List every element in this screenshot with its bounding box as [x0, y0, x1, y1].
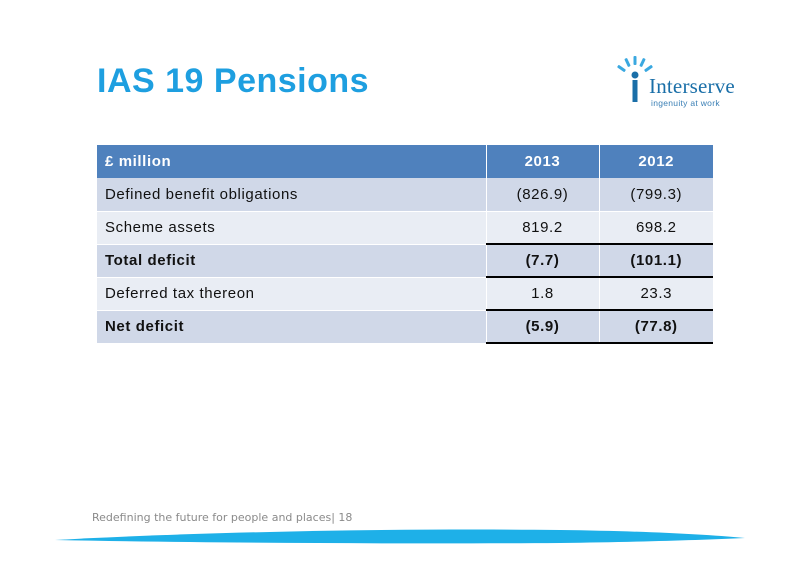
- pensions-table: £ million 2013 2012 Defined benefit obli…: [97, 145, 713, 344]
- value-2012: 698.2: [599, 211, 713, 245]
- row-label: Scheme assets: [97, 211, 487, 245]
- row-label: Total deficit: [97, 244, 487, 278]
- table-row: Defined benefit obligations (826.9) (799…: [97, 178, 713, 212]
- header-year-2012: 2012: [599, 145, 713, 178]
- value-2013: (7.7): [486, 243, 600, 278]
- table-row-total-deficit: Total deficit (7.7) (101.1): [97, 243, 713, 278]
- table-row: Deferred tax thereon 1.8 23.3: [97, 276, 713, 311]
- value-2013: 1.8: [486, 276, 600, 311]
- row-label: Deferred tax thereon: [97, 277, 487, 311]
- table-row-net-deficit: Net deficit (5.9) (77.8): [97, 309, 713, 344]
- footer-swoosh: [55, 529, 745, 544]
- header-year-2013: 2013: [486, 145, 600, 178]
- slide-title: IAS 19 Pensions: [97, 62, 370, 100]
- logo-name: Interserve: [649, 74, 735, 98]
- value-2013: 819.2: [486, 211, 600, 245]
- interserve-sun-figure-icon: [617, 56, 653, 102]
- company-logo: Interserve ingenuity at work: [615, 56, 735, 112]
- value-2012: (77.8): [599, 309, 713, 344]
- row-label: Net deficit: [97, 310, 487, 344]
- value-2012: (101.1): [599, 243, 713, 278]
- logo-tagline: ingenuity at work: [651, 98, 720, 108]
- row-label: Defined benefit obligations: [97, 178, 487, 212]
- table-row: Scheme assets 819.2 698.2: [97, 211, 713, 245]
- value-2012: 23.3: [599, 276, 713, 311]
- header-currency-unit: £ million: [97, 145, 487, 178]
- footer-tagline-page-number: Redefining the future for people and pla…: [92, 511, 353, 524]
- value-2012: (799.3): [599, 178, 713, 212]
- table-header-row: £ million 2013 2012: [97, 145, 713, 178]
- value-2013: (826.9): [486, 178, 600, 212]
- value-2013: (5.9): [486, 309, 600, 344]
